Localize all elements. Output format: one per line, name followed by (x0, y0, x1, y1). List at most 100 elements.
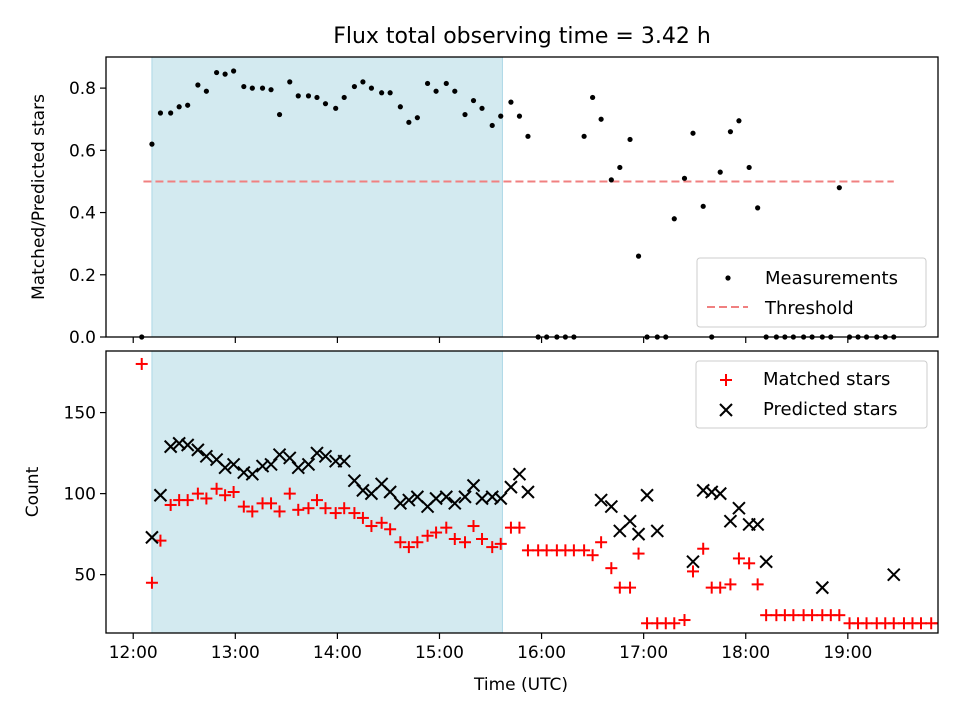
matched-star-point (914, 617, 927, 630)
predicted-star-point (696, 483, 710, 498)
matched-star-point (338, 502, 351, 515)
matched-star-point (164, 498, 177, 511)
ratio-y-axis-label: Matched/Predicted stars (29, 94, 49, 300)
measurement-point (287, 79, 293, 85)
observing-window-shade (151, 351, 503, 633)
matched-star-point (567, 544, 580, 557)
predicted-star-point (521, 485, 535, 499)
matched-star-point (944, 617, 956, 629)
measurement-point (203, 88, 209, 94)
matched-star-point (135, 357, 148, 370)
predicted-star-point (466, 478, 481, 493)
matched-star-point (302, 502, 315, 515)
predicted-star-point (631, 527, 646, 541)
measurement-point (671, 216, 677, 222)
count-axes: 50 100 150 12:00 13:00 14:00 15:00 16:00 17:00 1… (23, 350, 956, 695)
measurement-point (276, 111, 283, 118)
matched-star-point (887, 617, 900, 630)
matched-star-point (411, 536, 424, 549)
predicted-star-point (180, 438, 195, 452)
measurement-point (259, 85, 266, 91)
predicted-star-point (439, 490, 453, 504)
measurement-point (333, 105, 339, 111)
measurement-point (379, 90, 385, 96)
legend-predicted-marker (719, 403, 733, 417)
matched-star-point (476, 533, 489, 545)
legend-predicted-label: Predicted stars (763, 399, 897, 420)
x-tick-label: 12:00 (109, 643, 158, 663)
count-x-axis-label: Time (UTC) (473, 675, 568, 695)
matched-star-point (760, 609, 773, 622)
predicted-star-point (494, 491, 508, 506)
measurement-point (168, 110, 174, 116)
count-axes-frame (105, 350, 939, 634)
matched-star-point (394, 536, 407, 549)
x-tick-label: 16:00 (517, 643, 566, 663)
predicted-star-point (310, 446, 324, 460)
matched-star-point (860, 617, 873, 630)
measurement-point (617, 164, 623, 171)
predicted-star-point (640, 488, 654, 502)
legend-matched-label: Matched stars (763, 369, 890, 390)
measurement-point (681, 175, 688, 181)
measurement-point (213, 69, 220, 76)
matched-star-point (421, 529, 434, 542)
measurement-point (322, 101, 329, 107)
matched-star-point (806, 609, 819, 622)
measurement-point (341, 94, 347, 101)
matched-star-point (237, 500, 250, 513)
ratio-axes: 0.00.20.40.60.8 Matched/Predicted stars … (29, 56, 939, 348)
count-y-axis-label: Count (23, 466, 43, 517)
predicted-star-point (337, 454, 351, 468)
measurement-point (149, 141, 155, 147)
measurement-point (836, 185, 842, 191)
y-tick-label: 0.0 (69, 328, 96, 348)
ratio-axes-frame (105, 56, 939, 338)
predicted-star-point (512, 467, 527, 481)
measurement-point (700, 203, 706, 209)
predicted-star-point (191, 443, 205, 457)
count-legend: Matched stars Predicted stars (695, 360, 928, 429)
measurement-point (176, 104, 182, 110)
measurement-point (314, 94, 320, 101)
y-tick-label: 150 (64, 404, 96, 424)
measurement-point (608, 177, 614, 183)
measurement-point (368, 85, 375, 91)
measurement-point (249, 85, 255, 91)
measurement-point (755, 205, 761, 211)
matched-star-point (724, 578, 737, 591)
matched-star-point (181, 494, 194, 507)
matched-star-point (283, 487, 296, 500)
measurement-point (746, 164, 752, 171)
matched-star-point (513, 521, 526, 534)
matched-star-point (375, 516, 388, 529)
matched-star-point (348, 507, 361, 520)
measurement-point (479, 105, 485, 111)
matched-star-point (246, 505, 259, 518)
predicted-star-point (686, 554, 700, 569)
legend-measurements-marker (725, 275, 731, 281)
y-tick-label: 0.2 (69, 266, 96, 286)
matched-star-point (448, 533, 461, 545)
predicted-star-point (705, 485, 719, 499)
predicted-star-point (199, 449, 214, 464)
predicted-star-point (393, 496, 408, 511)
matched-star-point (521, 544, 534, 557)
x-tick-label: 13:00 (211, 643, 260, 663)
measurement-point (360, 79, 366, 85)
matched-star-point (678, 614, 691, 627)
matched-star-point (578, 544, 591, 557)
predicted-star-point (153, 488, 168, 502)
ratio-legend-box (696, 257, 927, 328)
matched-star-point (273, 505, 286, 518)
predicted-star-point (723, 514, 738, 528)
measurement-point (581, 133, 587, 139)
y-tick-label: 100 (64, 485, 96, 505)
matched-star-point (219, 489, 232, 502)
measurement-point (424, 80, 431, 87)
matched-star-point (227, 486, 240, 498)
measurement-point (627, 136, 633, 143)
measurement-point (397, 104, 403, 110)
predicted-star-point (650, 524, 664, 538)
matched-star-point (292, 503, 305, 516)
